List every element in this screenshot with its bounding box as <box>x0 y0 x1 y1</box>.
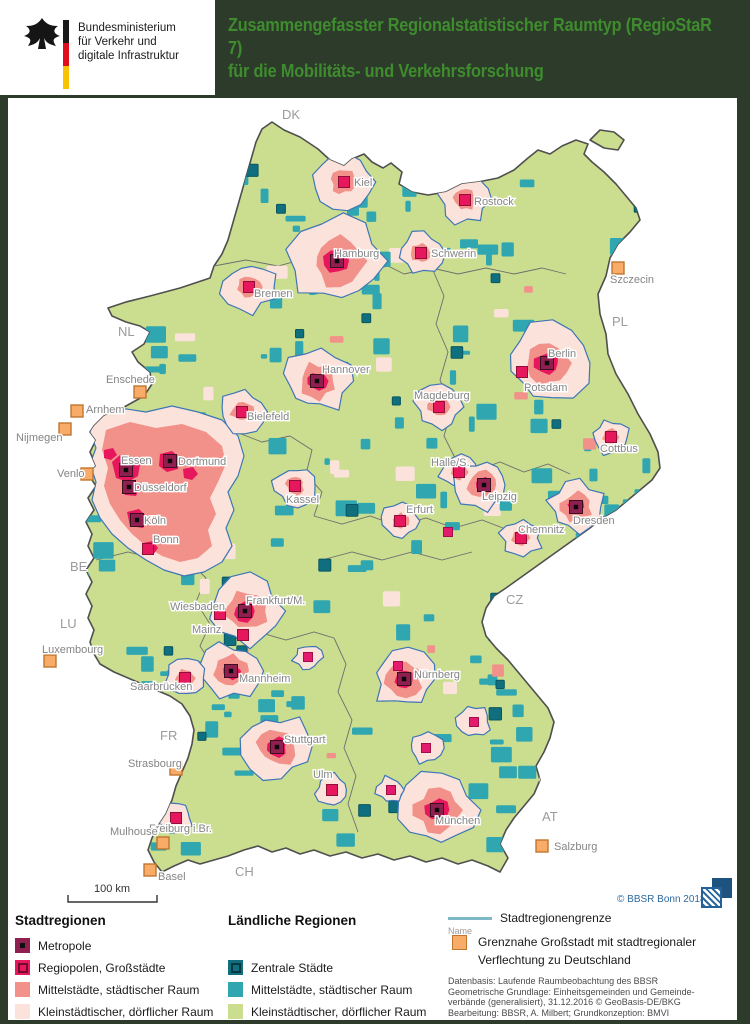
ministry-line-3: digitale Infrastruktur <box>78 50 179 62</box>
ministry-line-2: für Verkehr und <box>78 36 157 48</box>
swatch-regiopolen <box>15 960 30 975</box>
copyright-label: © BBSR Bonn 2018 <box>617 894 706 905</box>
legend-item-regiopolen: Regiopolen, Großstädte <box>15 960 165 975</box>
swatch-zentrale-staedte <box>228 960 243 975</box>
federal-eagle-icon <box>24 18 60 49</box>
legend-label: Regiopolen, Großstädte <box>38 960 166 975</box>
legend-label: Mittelstädte, städtischer Raum <box>38 982 200 997</box>
legend-item-zentrale-staedte: Zentrale Städte <box>228 960 333 975</box>
boundary-line-swatch <box>448 916 492 920</box>
legend-label: Stadtregionengrenze <box>500 911 612 925</box>
grenznahe-text: Grenznahe Großstadt mit stadtregionaler … <box>478 933 696 969</box>
legend-item-metropole: Metropole <box>15 938 91 953</box>
swatch-kleinstaedtischer-stadt <box>15 1004 30 1019</box>
source-line: Datenbasis: Laufende Raumbeobachtung des… <box>448 976 659 986</box>
legend-label: Kleinstädtischer, dörflicher Raum <box>38 1004 214 1019</box>
legend-item-mittelstaedte-land: Mittelstädte, städtischer Raum <box>228 982 412 997</box>
swatch-kleinstaedtischer-land <box>228 1004 243 1019</box>
grenznahe-line-2: Verflechtung zu Deutschland <box>478 953 631 967</box>
swatch-grenznahe <box>452 935 467 950</box>
legend-label: Metropole <box>38 938 92 953</box>
legend-item-kleinstaedtischer-land: Kleinstädtischer, dörflicher Raum <box>228 1004 426 1019</box>
page-title: Zusammengefasster Regionalstatistischer … <box>228 13 721 82</box>
ministry-logo-box: Bundesministerium für Verkehr und digita… <box>0 0 215 95</box>
grenznahe-line-1: Grenznahe Großstadt mit stadtregionaler <box>478 935 697 949</box>
source-line: Bearbeitung: BBSR, A. Milbert; Grundkonz… <box>448 1007 670 1018</box>
source-line: verbände (generalisiert), 31.12.2016 © G… <box>448 997 681 1007</box>
swatch-mittelstaedte-land <box>228 982 243 997</box>
legend-heading-laendliche: Ländliche Regionen <box>228 913 357 928</box>
legend-item-mittelstaedte-stadt: Mittelstädte, städtischer Raum <box>15 982 199 997</box>
map-panel <box>8 98 737 1020</box>
legend-label: Mittelstädte, städtischer Raum <box>251 982 413 997</box>
swatch-mittelstaedte-stadt <box>15 982 30 997</box>
german-flag-bar <box>63 20 69 89</box>
ministry-line-1: Bundesministerium <box>78 22 176 34</box>
swatch-metropole <box>15 938 30 953</box>
title-line-2: für die Mobilitäts- und Verkehrsforschun… <box>228 60 544 81</box>
ministry-name: Bundesministerium für Verkehr und digita… <box>78 21 179 63</box>
legend-item-stadtregionengrenze: Stadtregionengrenze <box>448 911 611 925</box>
legend-item-grenznahe <box>452 935 467 950</box>
data-source-text: Datenbasis: Laufende Raumbeobachtung des… <box>448 976 695 1018</box>
bbsr-logo-front-square <box>701 887 722 908</box>
legend-item-kleinstaedtischer-stadt: Kleinstädtischer, dörflicher Raum <box>15 1004 213 1019</box>
legend-label: Kleinstädtischer, dörflicher Raum <box>251 1004 427 1019</box>
title-line-1: Zusammengefasster Regionalstatistischer … <box>228 14 712 58</box>
bbsr-logo <box>701 876 735 910</box>
legend-heading-stadtregionen: Stadtregionen <box>15 913 106 928</box>
legend-label: Zentrale Städte <box>251 960 334 975</box>
name-hint-label: Name <box>448 926 473 936</box>
source-line: Geometrische Grundlage: Einheitsgemeinde… <box>448 986 695 997</box>
